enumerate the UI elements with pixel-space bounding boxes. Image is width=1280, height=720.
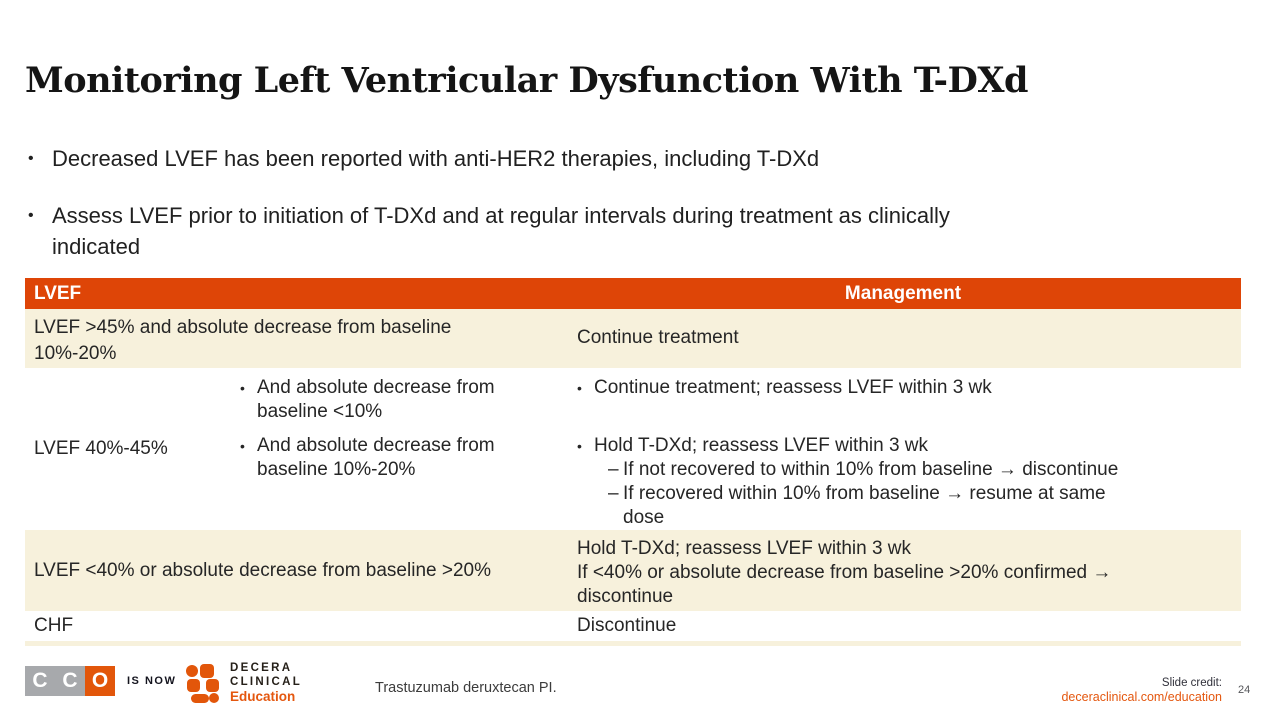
table-row: LVEF <40% or absolute decrease from base… xyxy=(25,530,1241,611)
list-item: – If not recovered to within 10% from ba… xyxy=(608,458,1241,482)
table-header-row: LVEF Management xyxy=(25,278,1241,309)
management-cell: • Continue treatment; reassess LVEF with… xyxy=(565,368,1241,530)
bullet-icon: • xyxy=(28,207,34,224)
condition-text: And absolute decrease from baseline 10%-… xyxy=(257,435,495,480)
decera-logo-text: DECERA CLINICAL Education xyxy=(230,662,302,705)
lvef-cell: LVEF <40% or absolute decrease from base… xyxy=(34,559,491,581)
bullet-text: Decreased LVEF has been reported with an… xyxy=(52,146,820,171)
column-header-lvef: LVEF xyxy=(34,282,82,304)
lvef-cell: CHF xyxy=(34,615,74,636)
management-cell: Hold T-DXd; reassess LVEF within 3 wk If… xyxy=(565,530,1241,611)
list-item: – If recovered within 10% from baseline … xyxy=(608,482,1241,530)
list-item: • Assess LVEF prior to initiation of T-D… xyxy=(28,200,1038,262)
column-header-management: Management xyxy=(844,282,962,304)
bullet-text: Assess LVEF prior to initiation of T-DXd… xyxy=(52,203,950,259)
dash-icon: – xyxy=(608,483,619,504)
bullet-icon: • xyxy=(28,150,34,167)
management-text: Hold T-DXd; reassess LVEF within 3 wk xyxy=(577,538,912,559)
lvef-cell: LVEF 40%-45% xyxy=(34,438,168,459)
list-item: • And absolute decrease from baseline <1… xyxy=(240,376,520,424)
is-now-label: IS NOW xyxy=(127,675,177,687)
bullet-icon: • xyxy=(577,438,582,454)
management-text: If <40% or absolute decrease from baseli… xyxy=(577,562,1112,607)
sub-item-text: If not recovered to within 10% from base… xyxy=(623,459,1119,480)
management-cell: Continue treatment xyxy=(577,327,739,348)
decera-line3: Education xyxy=(230,689,296,704)
page-title: Monitoring Left Ventricular Dysfunction … xyxy=(25,60,1029,101)
intro-bullet-list: • Decreased LVEF has been reported with … xyxy=(28,143,1038,288)
table-row: CHF Discontinue xyxy=(25,611,1241,641)
list-item: • Hold T-DXd; reassess LVEF within 3 wk xyxy=(577,434,1241,458)
management-text: Hold T-DXd; reassess LVEF within 3 wk xyxy=(594,435,929,456)
bullet-icon: • xyxy=(577,380,582,396)
table-row: LVEF 40%-45% • And absolute decrease fro… xyxy=(25,368,1241,530)
decera-line1: DECERA xyxy=(230,662,293,674)
slide-credit-label: Slide credit: xyxy=(1161,677,1222,689)
table-row: LVEF >45% and absolute decrease from bas… xyxy=(25,309,1241,368)
dash-icon: – xyxy=(608,459,619,480)
cco-logo-letter: C xyxy=(25,666,55,696)
condition-cell: • And absolute decrease from baseline <1… xyxy=(215,368,565,530)
slide-credit-link[interactable]: deceraclinical.com/education xyxy=(1061,690,1222,704)
condition-text: And absolute decrease from baseline <10% xyxy=(257,377,495,422)
management-text: Continue treatment; reassess LVEF within… xyxy=(594,377,992,398)
cco-logo-letter: O xyxy=(85,666,115,696)
cco-logo: C C O xyxy=(25,666,115,696)
sub-item-text: If recovered within 10% from baseline → … xyxy=(623,483,1106,528)
list-item: • Decreased LVEF has been reported with … xyxy=(28,143,1038,174)
list-item: • Continue treatment; reassess LVEF with… xyxy=(577,376,1241,400)
decera-line2: CLINICAL xyxy=(230,675,303,688)
table-bottom-bar xyxy=(25,641,1241,646)
bullet-icon: • xyxy=(240,438,245,454)
list-item: • And absolute decrease from baseline 10… xyxy=(240,434,520,482)
slide-credit: Slide credit: deceraclinical.com/educati… xyxy=(1061,676,1222,705)
cco-logo-letter: C xyxy=(55,666,85,696)
bullet-icon: • xyxy=(240,380,245,396)
lvef-cell: LVEF >45% and absolute decrease from bas… xyxy=(34,317,452,364)
management-cell: Discontinue xyxy=(577,615,677,636)
reference-text: Trastuzumab deruxtecan PI. xyxy=(375,680,557,696)
decera-clinical-logo: DECERA CLINICAL Education xyxy=(185,662,302,705)
lvef-management-table: LVEF Management LVEF >45% and absolute d… xyxy=(25,278,1241,646)
page-number: 24 xyxy=(1238,684,1251,696)
decera-logo-icon xyxy=(186,664,219,703)
